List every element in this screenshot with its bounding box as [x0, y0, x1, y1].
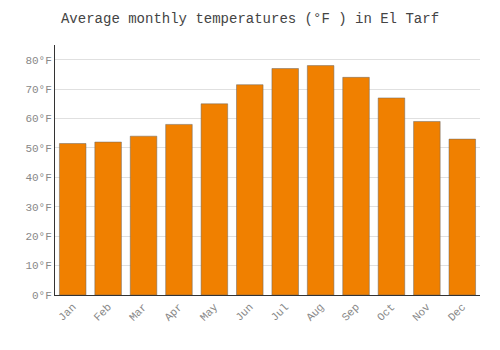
svg-text:Jan: Jan	[56, 301, 78, 323]
svg-text:Jul: Jul	[269, 301, 291, 323]
svg-text:May: May	[198, 301, 221, 324]
svg-text:Oct: Oct	[375, 301, 397, 323]
svg-text:60°F: 60°F	[25, 113, 51, 125]
svg-text:Nov: Nov	[410, 301, 433, 324]
svg-text:Sep: Sep	[340, 301, 362, 323]
svg-text:30°F: 30°F	[25, 202, 51, 214]
svg-text:20°F: 20°F	[25, 231, 51, 243]
svg-text:Feb: Feb	[92, 301, 114, 323]
svg-text:Apr: Apr	[162, 301, 184, 323]
svg-text:Average monthly temperatures (: Average monthly temperatures (°F ) in El…	[61, 11, 439, 27]
svg-text:Mar: Mar	[127, 301, 149, 323]
svg-text:50°F: 50°F	[25, 143, 51, 155]
svg-text:10°F: 10°F	[25, 260, 51, 272]
svg-text:Jun: Jun	[233, 301, 255, 323]
svg-text:80°F: 80°F	[25, 55, 51, 67]
svg-text:Dec: Dec	[446, 301, 468, 323]
svg-text:40°F: 40°F	[25, 172, 51, 184]
svg-text:Aug: Aug	[304, 301, 326, 323]
svg-text:70°F: 70°F	[25, 84, 51, 96]
svg-text:0°F: 0°F	[32, 290, 52, 302]
